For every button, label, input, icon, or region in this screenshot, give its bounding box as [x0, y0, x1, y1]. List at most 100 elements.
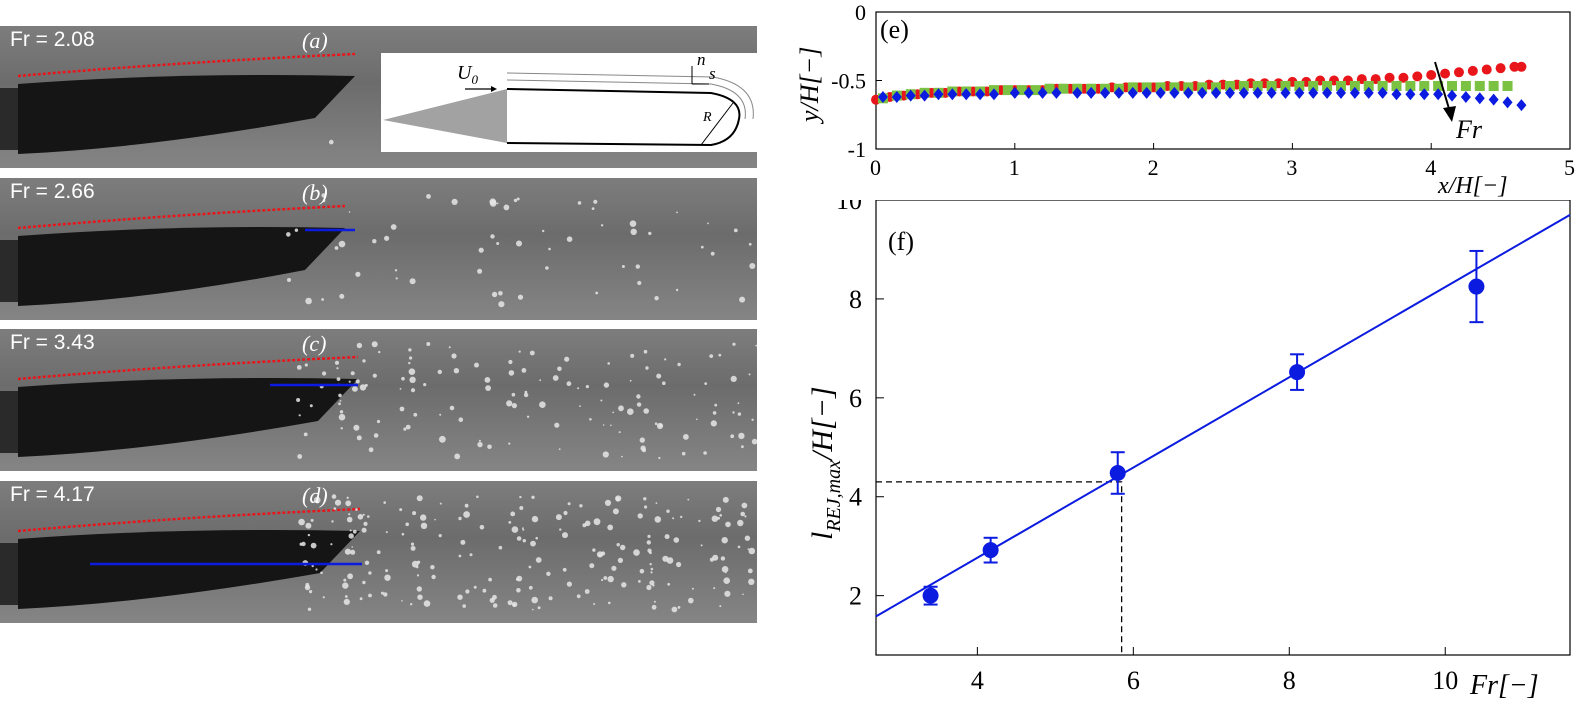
bubble	[508, 370, 515, 376]
bubble	[362, 359, 366, 363]
e-point-blue	[1280, 86, 1291, 99]
bubble	[658, 456, 661, 460]
e-point-blue	[933, 88, 944, 101]
cavity-edge-b	[17, 204, 346, 230]
bubble	[529, 350, 535, 356]
bubble	[298, 518, 305, 526]
bubble	[476, 495, 479, 499]
bubble	[526, 415, 530, 418]
bubble	[347, 573, 353, 580]
bubble	[297, 454, 303, 459]
bubble	[548, 247, 551, 251]
bubble	[463, 511, 470, 518]
bubble	[385, 569, 389, 573]
bubble	[403, 427, 407, 431]
bubble	[362, 513, 365, 516]
bubble	[334, 499, 342, 506]
bubble	[636, 394, 641, 399]
f-ytick-label: 8	[849, 285, 862, 314]
bubble	[417, 560, 421, 564]
bubble	[621, 265, 625, 268]
bubble	[344, 595, 348, 598]
bubble	[477, 441, 483, 448]
bubble	[465, 589, 470, 594]
bubble	[338, 393, 342, 398]
bubble	[307, 533, 311, 537]
photo-panel-c: Fr = 3.43 (c)	[0, 329, 757, 471]
bubble	[531, 515, 539, 523]
bubble	[511, 526, 519, 533]
bubble	[479, 524, 485, 530]
bubble	[737, 412, 742, 416]
bubble	[740, 511, 745, 517]
chart-f-xlabel: Fr[−]	[1469, 670, 1539, 701]
e-point-red	[1384, 72, 1395, 83]
bubble	[600, 224, 604, 227]
bubble	[646, 540, 651, 545]
bubble	[390, 224, 397, 230]
bubble	[662, 381, 666, 385]
bubble	[344, 548, 351, 555]
bubble	[353, 424, 360, 431]
chart-e-tag: (e)	[880, 15, 909, 44]
bubble	[376, 550, 381, 555]
bubble	[748, 547, 756, 555]
bubble	[733, 228, 738, 233]
bubble	[737, 545, 741, 549]
bubble	[601, 578, 604, 582]
e-point-green	[1002, 85, 1013, 96]
bubble	[652, 584, 655, 587]
f-guide-line	[876, 481, 1123, 655]
n-label: n	[697, 53, 706, 69]
bubble	[348, 513, 351, 516]
bubble	[423, 600, 431, 607]
bubble	[751, 438, 757, 445]
bubble	[664, 534, 670, 540]
e-point-blue	[1349, 86, 1360, 99]
bubble	[546, 571, 551, 576]
bubble	[640, 445, 646, 451]
bubble	[355, 508, 358, 511]
bubble	[356, 342, 363, 349]
e-point-green	[1447, 80, 1458, 91]
bubble	[309, 404, 313, 408]
f-ytick-label: 6	[849, 384, 862, 413]
bubble	[677, 362, 681, 367]
bubble	[458, 516, 462, 521]
bubble	[672, 517, 675, 520]
bubble	[681, 451, 686, 456]
bubble	[522, 528, 525, 531]
e-xtick-label: 3	[1286, 155, 1297, 180]
bubble	[717, 516, 720, 520]
bubble	[629, 379, 632, 382]
e-point-green	[1266, 80, 1277, 91]
bubble	[703, 451, 707, 455]
bubble	[489, 597, 495, 603]
u0-arrow-head	[491, 86, 497, 92]
bubble	[630, 353, 635, 358]
bubble	[469, 553, 473, 557]
bubble	[711, 515, 718, 522]
e-point-red	[1481, 64, 1492, 75]
bubble	[738, 432, 745, 440]
bubble	[545, 266, 549, 270]
bubble	[322, 199, 326, 203]
bubble	[535, 536, 538, 540]
fr-label-a: Fr = 2.08	[10, 28, 95, 51]
e-point-red	[1412, 71, 1423, 82]
e-point-blue	[1009, 86, 1020, 99]
bubble	[359, 384, 367, 391]
bubble	[368, 571, 372, 575]
bubble	[511, 403, 517, 409]
bubble	[340, 427, 343, 430]
f-point	[982, 542, 999, 559]
bubble	[662, 555, 669, 562]
bubble	[372, 373, 377, 378]
r-line	[700, 102, 734, 146]
e-xtick-label: 0	[870, 155, 881, 180]
bubble	[399, 406, 405, 412]
foil-wedge	[383, 89, 507, 143]
bubble	[639, 437, 645, 443]
bubble	[287, 278, 291, 282]
bubble	[635, 264, 640, 269]
